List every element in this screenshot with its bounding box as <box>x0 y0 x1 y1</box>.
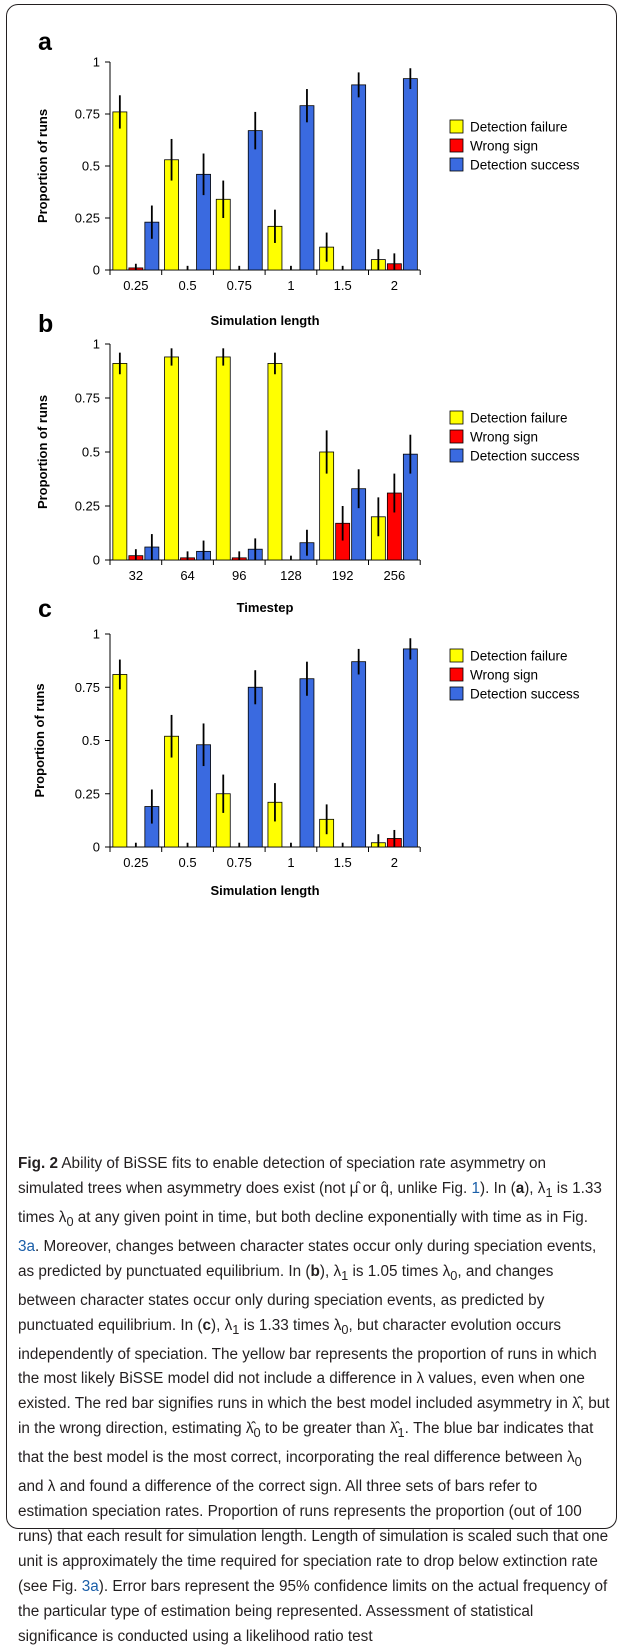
legend-label-wrong-sign: Wrong sign <box>470 430 538 445</box>
x-tick-label: 1 <box>287 855 294 870</box>
y-axis-label: Proportion of runs <box>32 683 47 797</box>
bar-detection-success <box>247 686 263 848</box>
legend-swatch-detection-success <box>449 157 464 172</box>
legend-swatch-detection-failure <box>449 410 464 425</box>
bar-detection-success <box>351 661 367 848</box>
panel-letter: a <box>38 28 53 56</box>
legend-label-detection-failure: Detection failure <box>470 649 568 664</box>
x-tick-label: 0.5 <box>179 278 197 293</box>
x-tick-label: 0.75 <box>227 855 252 870</box>
y-tick-label: 0.75 <box>75 107 100 122</box>
y-tick-label: 1 <box>93 337 100 352</box>
legend-swatch-detection-success <box>449 686 464 701</box>
legend-swatch-wrong-sign <box>449 138 464 153</box>
legend-label-detection-failure: Detection failure <box>470 120 568 135</box>
legend-label-wrong-sign: Wrong sign <box>470 668 538 683</box>
x-tick-label: 0.5 <box>179 855 197 870</box>
chart-panel-b: b 0 0.25 0.5 0.75 1 32 64 96 128 192 256 Proportion … <box>35 310 580 615</box>
legend-label-detection-success: Detection success <box>470 158 580 173</box>
bar-detection-success <box>247 130 263 271</box>
y-axis-label: Proportion of runs <box>35 109 50 223</box>
x-tick-label: 0.25 <box>123 278 148 293</box>
y-tick-label: 0.25 <box>75 211 100 226</box>
x-tick-label: 64 <box>180 568 194 583</box>
x-tick-label: 2 <box>391 855 398 870</box>
x-tick-label: 256 <box>383 568 405 583</box>
bar-detection-success <box>351 84 367 271</box>
x-tick-label: 2 <box>391 278 398 293</box>
y-tick-label: 0 <box>93 263 100 278</box>
chart-panel-c: c 0 0.25 0.5 0.75 1 0.25 0.5 0.75 1 1.5 2 Proportion… <box>32 595 580 898</box>
y-tick-label: 1 <box>93 627 100 642</box>
y-tick-label: 0.5 <box>82 445 100 460</box>
y-tick-label: 1 <box>93 55 100 70</box>
y-axis-label: Proportion of runs <box>35 395 50 509</box>
legend-swatch-wrong-sign <box>449 429 464 444</box>
x-tick-label: 1.5 <box>334 855 352 870</box>
bar-detection-failure <box>267 363 283 561</box>
legend-label-detection-success: Detection success <box>470 687 580 702</box>
figure-caption: Fig. 2 Ability of BiSSE fits to enable d… <box>18 1152 610 1650</box>
legend-label-wrong-sign: Wrong sign <box>470 139 538 154</box>
caption-text: Ability of BiSSE fits to enable detectio… <box>18 1155 610 1645</box>
figure-frame <box>6 4 617 1529</box>
panel-letter: b <box>38 310 53 338</box>
x-tick-label: 128 <box>280 568 302 583</box>
chart-panel-a: a 0 0.25 0.5 0.75 1 0.25 0.5 0.75 1 1.5 2 Proportion… <box>35 28 580 328</box>
x-axis-label: Timestep <box>237 600 294 615</box>
y-tick-label: 0.25 <box>75 786 100 801</box>
legend-label-detection-success: Detection success <box>470 449 580 464</box>
y-tick-label: 0 <box>93 553 100 568</box>
legend-swatch-detection-failure <box>449 119 464 134</box>
legend-label-detection-failure: Detection failure <box>470 411 568 426</box>
figure-label: Fig. 2 <box>18 1155 58 1172</box>
y-tick-label: 0.5 <box>82 159 100 174</box>
x-axis-label: Simulation length <box>210 313 319 328</box>
y-tick-label: 0.75 <box>75 391 100 406</box>
legend-swatch-detection-failure <box>449 648 464 663</box>
bar-detection-failure <box>112 111 128 271</box>
x-tick-label: 0.75 <box>227 278 252 293</box>
x-tick-label: 1 <box>287 278 294 293</box>
bar-detection-success <box>299 105 315 271</box>
bar-detection-failure <box>112 363 128 561</box>
x-axis-label: Simulation length <box>210 883 319 898</box>
bar-detection-success <box>402 648 418 848</box>
bar-detection-failure <box>215 356 231 561</box>
x-tick-label: 96 <box>232 568 246 583</box>
bar-detection-success <box>299 678 315 848</box>
legend-swatch-detection-success <box>449 448 464 463</box>
x-tick-label: 1.5 <box>334 278 352 293</box>
bar-detection-success <box>402 78 418 271</box>
x-tick-label: 32 <box>129 568 143 583</box>
y-tick-label: 0.75 <box>75 680 100 695</box>
legend-swatch-wrong-sign <box>449 667 464 682</box>
y-tick-label: 0 <box>93 840 100 855</box>
y-tick-label: 0.5 <box>82 733 100 748</box>
x-tick-label: 192 <box>332 568 354 583</box>
bar-detection-failure <box>164 356 179 561</box>
y-tick-label: 0.25 <box>75 499 100 514</box>
bar-detection-failure <box>112 674 128 848</box>
x-tick-label: 0.25 <box>123 855 148 870</box>
panel-letter: c <box>38 595 52 623</box>
